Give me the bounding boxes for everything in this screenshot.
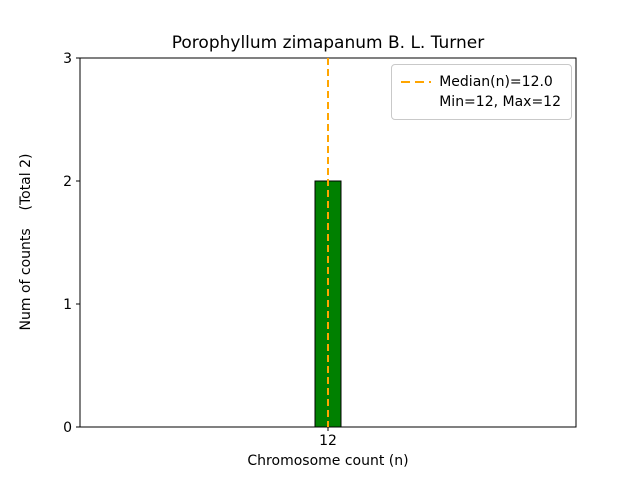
x-tick-label: 12 bbox=[319, 433, 337, 449]
y-tick-label: 2 bbox=[63, 174, 72, 190]
median-line-legend-swatch bbox=[401, 81, 432, 83]
y-axis-label: Num of counts (Total 2) bbox=[18, 153, 34, 331]
legend-entry-minmax: Min=12, Max=12 bbox=[401, 92, 561, 112]
y-tick-label: 1 bbox=[63, 297, 72, 313]
x-axis-label: Chromosome count (n) bbox=[247, 453, 409, 469]
legend-minmax-label: Min=12, Max=12 bbox=[439, 94, 561, 110]
legend: Median(n)=12.0 Min=12, Max=12 bbox=[391, 64, 572, 120]
y-tick-label: 3 bbox=[63, 51, 72, 67]
legend-median-label: Median(n)=12.0 bbox=[439, 74, 553, 90]
chart-title: Porophyllum zimapanum B. L. Turner bbox=[171, 33, 485, 53]
legend-entry-median: Median(n)=12.0 bbox=[401, 72, 561, 92]
y-tick-label: 0 bbox=[63, 420, 72, 436]
legend-spacer bbox=[401, 101, 431, 103]
